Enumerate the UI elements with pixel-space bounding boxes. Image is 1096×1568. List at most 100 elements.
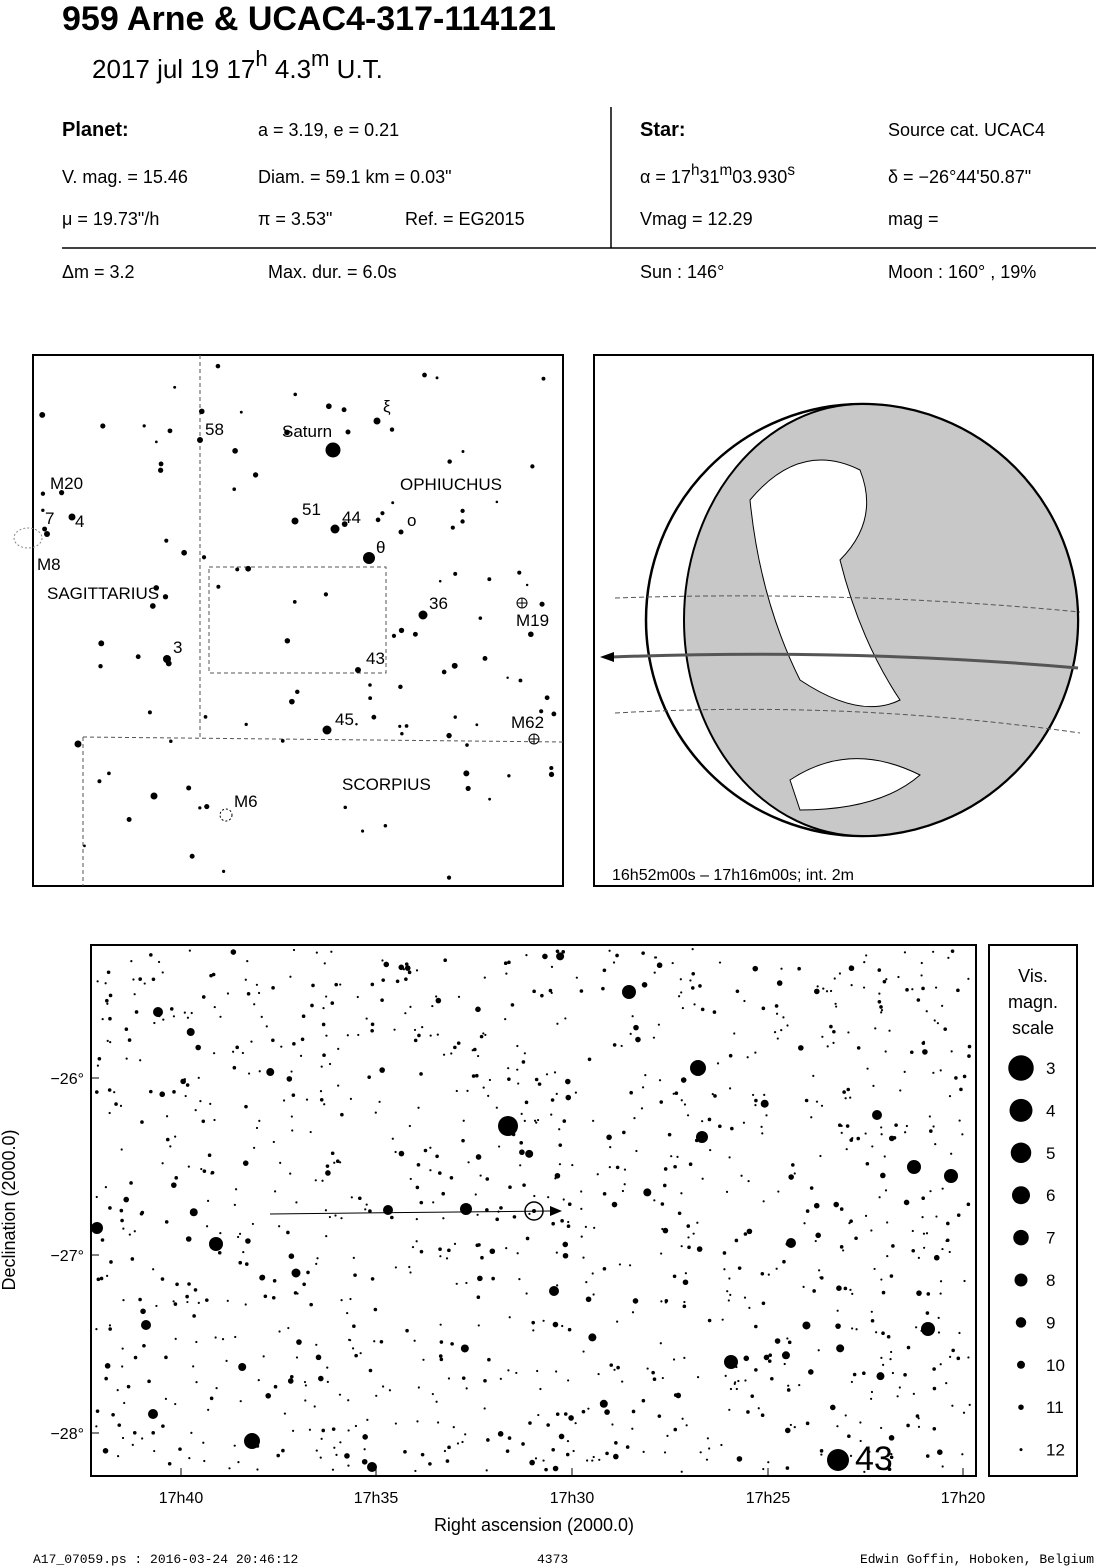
field-star xyxy=(95,1425,98,1428)
field-star xyxy=(419,1072,423,1076)
field-star xyxy=(680,1192,683,1195)
field-star xyxy=(499,1206,503,1210)
field-star xyxy=(215,363,221,369)
field-star xyxy=(366,1418,369,1421)
track xyxy=(269,1210,551,1215)
field-star xyxy=(958,1331,961,1335)
field-star xyxy=(836,1309,839,1312)
field-star xyxy=(273,1190,277,1193)
field-star xyxy=(780,967,783,970)
field-star xyxy=(100,423,106,429)
field-star xyxy=(641,1086,645,1089)
field-star xyxy=(925,1311,930,1315)
field-star xyxy=(125,1057,128,1060)
field-star xyxy=(99,1276,104,1281)
field-star xyxy=(320,1437,323,1440)
legend-dot xyxy=(1008,1055,1034,1081)
field-star xyxy=(812,1074,815,1077)
field-star xyxy=(814,1239,817,1243)
field-star xyxy=(42,526,48,532)
field-star xyxy=(164,1355,168,1360)
field-star xyxy=(512,1215,517,1219)
field-star xyxy=(784,1427,791,1434)
field-star xyxy=(950,949,955,953)
field-star xyxy=(337,1047,340,1050)
field-star xyxy=(187,1282,191,1286)
field-star xyxy=(438,579,442,583)
field-star xyxy=(939,1363,942,1366)
field-star xyxy=(226,1299,229,1302)
bright-star xyxy=(150,792,158,800)
field-star xyxy=(455,1282,458,1285)
field-star xyxy=(181,549,187,556)
field-star xyxy=(676,1155,679,1159)
field-star xyxy=(330,950,333,953)
field-star xyxy=(818,1269,821,1272)
field-star xyxy=(97,1056,102,1061)
field-star xyxy=(482,1032,485,1035)
field-star xyxy=(455,1089,458,1093)
label: Δm = 3.2 xyxy=(62,262,135,282)
field-star xyxy=(905,988,909,992)
field-star xyxy=(485,1469,488,1472)
field-star xyxy=(217,1250,222,1255)
field-star xyxy=(286,1230,290,1235)
field-star xyxy=(289,698,295,705)
field-star xyxy=(763,1093,766,1096)
field-star xyxy=(453,715,457,719)
field-star xyxy=(870,1318,875,1323)
field-star xyxy=(654,956,657,959)
field-star xyxy=(883,1155,886,1158)
field-star xyxy=(164,538,169,543)
field-star xyxy=(435,997,442,1004)
field-star xyxy=(105,998,109,1003)
field-star xyxy=(574,1422,577,1425)
field-star xyxy=(299,1054,303,1057)
field-star xyxy=(525,1236,530,1241)
field-star xyxy=(390,1215,394,1220)
field-star xyxy=(672,1358,676,1361)
field-star xyxy=(763,1354,770,1361)
field-star xyxy=(325,403,332,410)
field-star xyxy=(761,1301,766,1306)
field-star xyxy=(597,1372,600,1376)
field-star xyxy=(491,1276,495,1281)
field-star xyxy=(301,1014,306,1019)
field-star xyxy=(215,1387,218,1390)
field-star xyxy=(325,1235,328,1238)
field-star xyxy=(140,1120,144,1124)
field-star xyxy=(880,1009,884,1012)
field-star xyxy=(174,1337,177,1340)
field-star xyxy=(850,984,853,987)
field-star xyxy=(774,1338,781,1344)
field-star xyxy=(346,1034,349,1037)
field-star xyxy=(471,1049,474,1052)
field-star xyxy=(431,1004,434,1008)
field-star xyxy=(205,1225,209,1228)
legend-label: 5 xyxy=(1046,1144,1055,1163)
field-star xyxy=(562,1241,569,1248)
label: Sun : 146° xyxy=(640,262,724,282)
field-star xyxy=(615,953,619,958)
field-star xyxy=(315,1449,318,1452)
field-star xyxy=(175,1282,179,1287)
field-star xyxy=(662,1183,667,1188)
field-star xyxy=(659,1100,664,1104)
label: Moon : 160° , 19% xyxy=(888,262,1036,282)
field-star xyxy=(198,806,202,810)
finder-label: M20 xyxy=(50,474,83,493)
field-star xyxy=(722,1251,727,1255)
field-star xyxy=(415,1185,420,1190)
field-star xyxy=(641,1398,646,1403)
field-star xyxy=(253,1146,256,1149)
field-star xyxy=(353,1273,357,1277)
field-star xyxy=(816,985,819,988)
field-star xyxy=(39,411,46,418)
field-star xyxy=(151,1431,155,1435)
finder-frame xyxy=(32,354,564,887)
field-star xyxy=(126,817,132,822)
field-star xyxy=(622,1130,626,1135)
field-star xyxy=(487,1357,491,1362)
field-star xyxy=(833,1201,840,1208)
field-star xyxy=(729,1387,733,1391)
